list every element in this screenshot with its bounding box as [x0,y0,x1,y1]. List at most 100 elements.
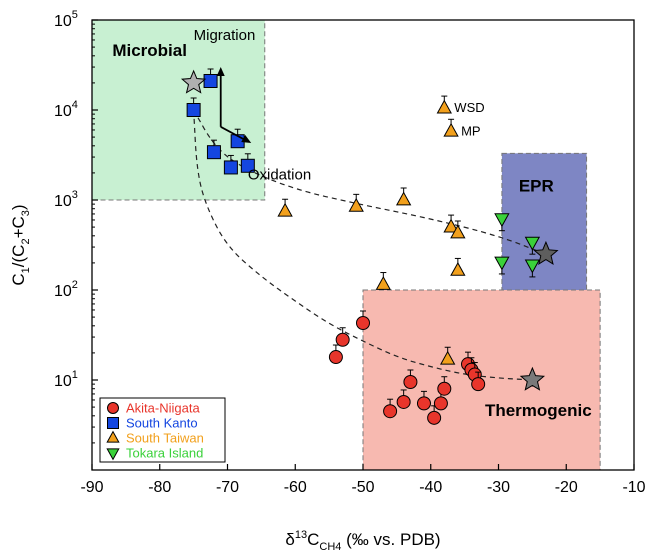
legend-marker-south-kanto [107,417,119,429]
marker-south-taiwan [450,261,466,276]
mixing-curves-layer [193,109,547,381]
x-tick-label: -10 [622,479,645,496]
legend-label-south-taiwan: South Taiwan [126,431,204,446]
mixing-curve-2 [193,109,533,381]
point-label: WSD [454,100,484,115]
legend-box [99,397,226,463]
y-tick-label: 103 [54,189,78,210]
data-point-akita-niigata [427,405,442,425]
data-point-south-kanto [206,139,221,160]
migration-label: Migration [194,27,256,44]
data-point-tokara-island [524,236,541,255]
regions-layer: Microbial EPR Thermogenic [91,19,601,471]
y-tick-label: 104 [54,99,78,120]
data-point-south-kanto [203,68,218,89]
y-tick-label: 101 [54,369,78,390]
marker-akita-niigata [383,404,398,419]
legend-marker-akita-niigata [107,402,119,414]
x-tick-label: -50 [351,479,374,496]
marker-south-kanto [206,145,221,160]
marker-south-kanto [240,158,255,173]
legend-marker-south-taiwan [106,430,120,443]
y-axis-label: C1/(C2+C3) [9,204,32,285]
marker-south-kanto [203,74,218,89]
marker-south-taiwan [375,276,391,290]
data-point-south-taiwan [348,193,364,212]
marker-akita-niigata [427,410,442,425]
legend-label-tokara-island: Tokara Island [126,446,203,461]
data-point-south-taiwan [450,220,466,239]
data-point-akita-niigata [403,369,418,390]
legend-marker-tokara-island [106,448,120,461]
data-point-akita-niigata [416,390,431,411]
data-point-south-taiwan [440,346,456,365]
marker-akita-niigata [471,377,486,392]
marker-akita-niigata [396,394,411,409]
migration-arrow-head [216,67,225,77]
oxidation-arrow-head [241,134,252,143]
marker-akita-niigata [335,332,350,347]
data-point-south-taiwan [443,214,459,233]
marker-south-taiwan [348,197,364,212]
data-point-south-taiwan [277,198,293,217]
marker-tokara-island [494,256,510,271]
data-point-south-kanto [223,154,238,175]
data-point-tokara-island [494,213,510,232]
data-point-akita-niigata [328,344,343,365]
endmember-star-1 [180,69,207,94]
marker-akita-niigata [403,375,418,390]
data-point-south-taiwan [375,272,391,290]
marker-akita-niigata [433,396,448,411]
marker-tokara-island [524,259,541,274]
data-point-south-taiwan: WSD [436,95,485,115]
data-point-akita-niigata [356,310,370,330]
data-point-tokara-island [524,259,541,278]
marker-south-taiwan [436,99,452,114]
region-label-thermogenic: Thermogenic [485,401,592,420]
data-point-akita-niigata [471,371,486,392]
x-axis-label: δ13CCH4 (‰ vs. PDB) [285,529,440,551]
endmember-star-3 [519,366,546,391]
marker-south-taiwan [440,350,456,365]
data-point-akita-niigata [335,327,350,347]
marker-south-taiwan [443,122,459,137]
x-tick-label: -30 [487,479,510,496]
data-point-akita-niigata [396,389,411,409]
data-point-akita-niigata [383,398,398,419]
marker-akita-niigata [437,381,452,396]
marker-tokara-island [524,236,541,251]
data-point-south-taiwan [395,187,412,206]
data-points-layer: WSD MP [180,68,559,425]
annotations-layer: Migration Oxidation [194,27,312,183]
legend-label-akita-niigata: Akita-Niigata [126,401,200,416]
marker-south-taiwan [443,218,459,233]
oxidation-arrow [220,126,246,141]
marker-south-kanto [223,160,238,175]
x-tick-label: -70 [216,479,239,496]
data-point-south-taiwan [450,257,466,276]
axis-ticks: -90 -80 -70 -60 -50 -40 -30 -20 -10 101 102 103 104 1… [54,9,646,496]
region-label-epr: EPR [519,176,554,195]
data-point-akita-niigata [437,376,452,396]
data-point-south-kanto [240,153,255,173]
oxidation-label: Oxidation [248,166,311,183]
region-epr [501,152,588,291]
x-tick-label: -80 [148,479,171,496]
x-tick-label: -60 [284,479,307,496]
point-label: MP [461,123,481,138]
endmember-star-2 [533,240,559,265]
y-tick-label: 102 [54,279,78,300]
legend-label-south-kanto: South Kanto [126,416,198,431]
marker-tokara-island [494,213,510,228]
marker-akita-niigata [328,350,343,365]
data-point-south-taiwan: MP [443,118,481,138]
x-tick-label: -40 [419,479,442,496]
marker-south-taiwan [395,191,412,206]
mixing-curve-1 [193,109,547,255]
marker-akita-niigata [416,396,431,411]
x-tick-label: -90 [80,479,103,496]
axis-labels: δ13CCH4 (‰ vs. PDB) C1/(C2+C3) [9,204,441,551]
marker-south-taiwan [450,224,466,239]
